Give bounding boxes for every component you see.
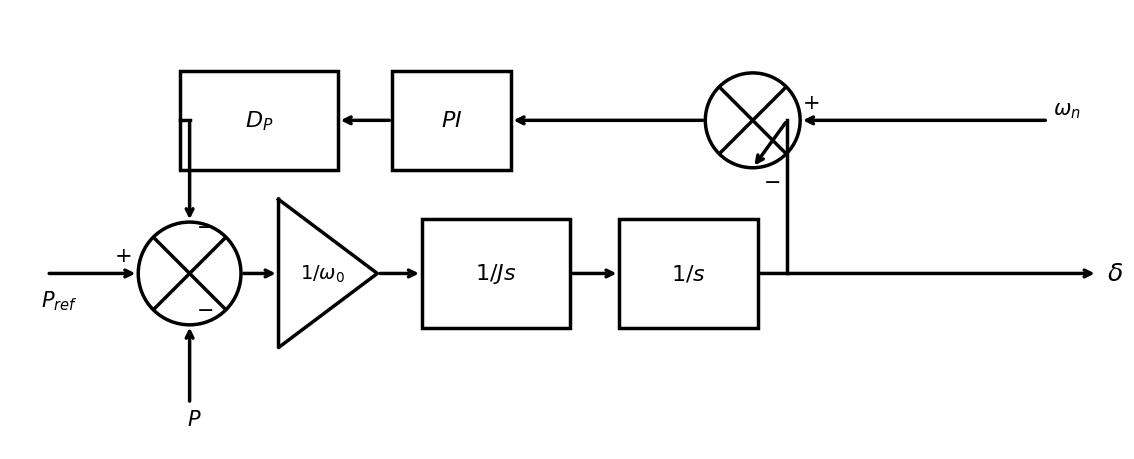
Text: −: − (196, 218, 214, 237)
Text: −: − (763, 174, 781, 192)
Text: $1/Js$: $1/Js$ (475, 262, 517, 286)
Text: $P_{ref}$: $P_{ref}$ (42, 289, 78, 312)
Text: +: + (115, 246, 133, 266)
Text: $PI$: $PI$ (441, 110, 463, 132)
Text: −: − (196, 301, 214, 320)
Text: $\omega_n$: $\omega_n$ (1053, 101, 1081, 121)
Ellipse shape (138, 223, 242, 325)
Bar (179, 72, 338, 170)
Text: $1/s$: $1/s$ (671, 263, 705, 285)
Text: $D_P$: $D_P$ (245, 109, 273, 133)
Bar (422, 220, 570, 328)
Bar (619, 220, 758, 328)
Text: $\delta$: $\delta$ (1108, 263, 1124, 285)
Text: $1/\omega_0$: $1/\omega_0$ (301, 263, 346, 285)
Ellipse shape (705, 74, 801, 168)
Text: $P$: $P$ (187, 409, 202, 429)
Bar (392, 72, 510, 170)
Text: +: + (803, 94, 821, 113)
